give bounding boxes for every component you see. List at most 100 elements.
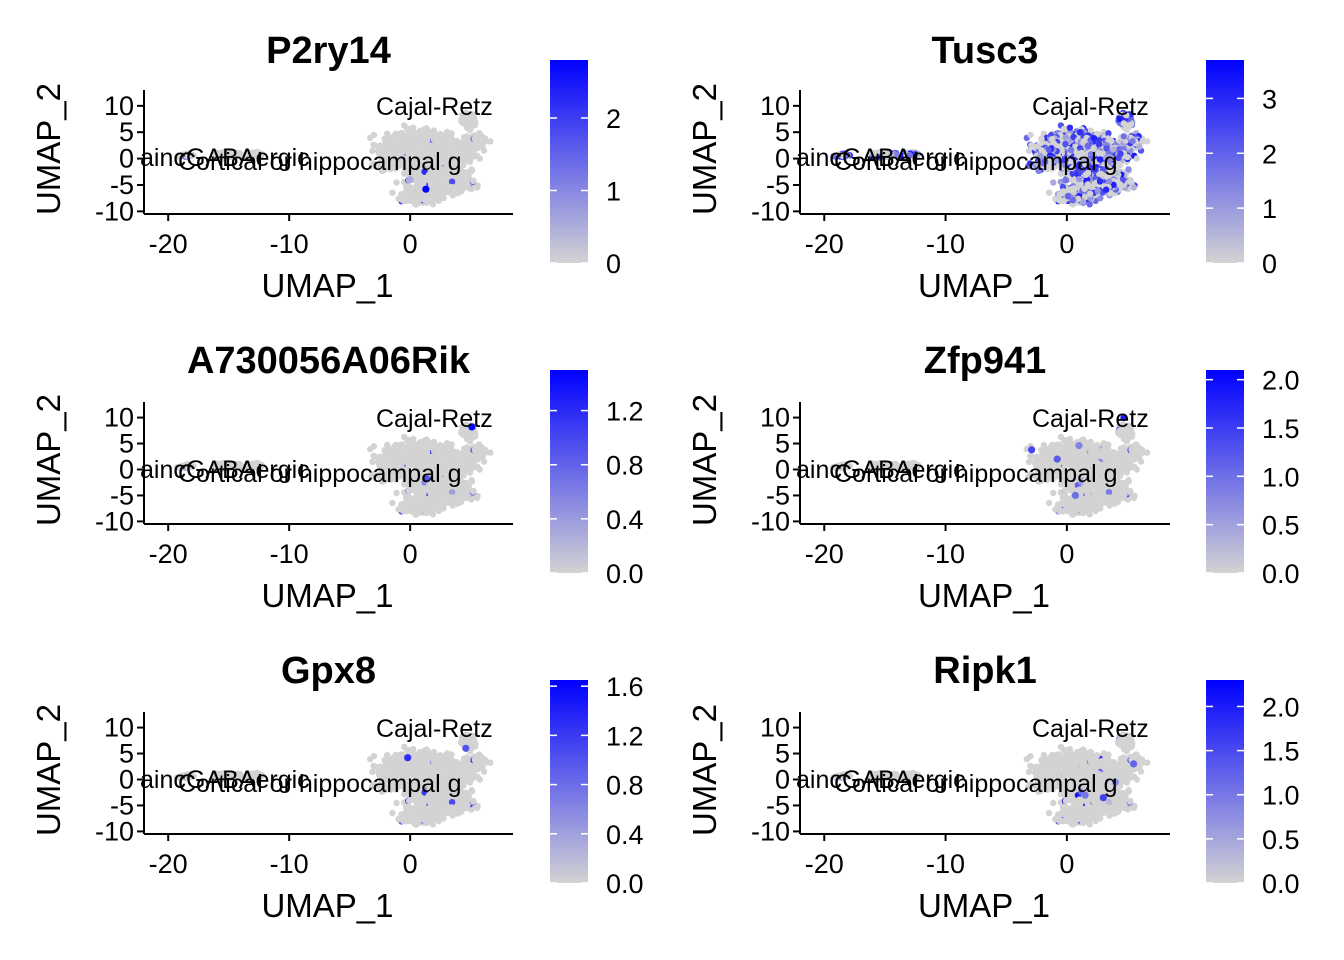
cell-point — [430, 190, 437, 197]
cell-point — [430, 127, 438, 134]
cell-point — [468, 166, 475, 173]
cell-point — [472, 137, 479, 145]
cell-point — [1120, 133, 1128, 140]
cell-point — [1133, 155, 1141, 162]
cell-point — [440, 156, 447, 163]
cell-point — [1103, 186, 1110, 193]
cell-point — [440, 178, 447, 185]
cell-point — [446, 145, 453, 152]
cell-point — [1096, 140, 1103, 148]
cell-point — [1062, 177, 1070, 184]
cell-point — [1060, 125, 1068, 133]
y-axis-title: UMAP_2 — [30, 83, 67, 215]
cell-points — [174, 109, 494, 208]
cell-point — [1050, 179, 1057, 186]
cell-point — [1086, 190, 1094, 197]
cell-point — [393, 179, 400, 186]
cell-point — [404, 125, 411, 133]
y-tick-label: -10 — [95, 196, 134, 226]
cell-point — [425, 171, 433, 178]
cell-point — [459, 116, 467, 123]
cell-point — [394, 156, 402, 164]
cell-point — [419, 175, 426, 183]
cell-point — [400, 191, 407, 198]
cell-point — [448, 178, 456, 185]
cell-point — [433, 135, 441, 142]
cell-point — [427, 181, 435, 188]
cell-point — [1136, 143, 1143, 150]
cell-point — [1045, 189, 1053, 196]
x-tick-label: 0 — [403, 229, 418, 259]
cell-point — [422, 198, 430, 205]
cell-point — [389, 189, 396, 196]
colorbar-tick-label: 0 — [606, 249, 621, 279]
cell-point — [487, 138, 494, 145]
cell-point — [1069, 197, 1077, 204]
cell-point — [377, 160, 384, 167]
x-tick-label: -20 — [805, 229, 844, 259]
cell-point — [1066, 124, 1074, 131]
cell-point — [389, 146, 396, 153]
cell-point — [1096, 178, 1104, 185]
cell-point — [390, 163, 397, 170]
cell-point — [446, 154, 453, 161]
cell-point — [419, 161, 426, 168]
colorbar-tick-label: 1 — [606, 177, 621, 207]
x-axis-title: UMAP_1 — [918, 267, 1050, 304]
cell-point — [453, 181, 460, 188]
panel-title: Tusc3 — [931, 30, 1038, 72]
cell-point — [1052, 195, 1059, 203]
cluster-label: Cortical or hippocampal g — [178, 148, 461, 176]
cell-point — [460, 161, 467, 168]
cell-point — [417, 150, 424, 157]
cell-point — [441, 170, 448, 178]
cell-point — [479, 143, 486, 150]
cell-point — [433, 144, 441, 152]
cell-point — [174, 153, 181, 160]
colorbar-tick-label: 2 — [606, 104, 621, 134]
x-tick-label: 0 — [1059, 229, 1074, 259]
cell-point — [405, 140, 412, 148]
colorbar-tick-label: 1 — [1262, 194, 1277, 224]
cell-point — [440, 194, 447, 202]
cell-point — [473, 184, 481, 191]
cell-point — [1081, 185, 1088, 192]
cell-point — [411, 146, 418, 154]
cluster-label: Cortical or hippocampal g — [834, 148, 1117, 176]
cell-point — [457, 169, 464, 177]
cell-point — [1126, 177, 1134, 185]
cell-point — [381, 147, 389, 154]
cell-point — [427, 142, 435, 150]
y-tick-label: -10 — [751, 196, 790, 226]
cell-point — [467, 153, 474, 161]
cell-point — [370, 160, 377, 167]
cell-point — [369, 147, 376, 154]
cell-point — [429, 164, 436, 171]
cell-point — [409, 186, 416, 193]
colorbar — [550, 60, 588, 263]
cell-point — [378, 142, 385, 150]
cell-point — [437, 187, 445, 195]
cell-point — [381, 135, 388, 142]
cell-point — [1027, 131, 1034, 139]
cell-point — [420, 129, 427, 136]
cell-point — [446, 186, 453, 193]
cell-point — [385, 158, 392, 165]
cell-point — [423, 157, 431, 164]
cell-point — [463, 133, 471, 140]
cell-point — [418, 195, 425, 202]
cell-point — [1056, 191, 1064, 198]
cell-point — [466, 112, 473, 119]
cell-point — [393, 139, 401, 147]
cell-point — [438, 150, 446, 157]
panel-title: P2ry14 — [266, 30, 391, 72]
cluster-label: Cajal-Retz — [1032, 93, 1149, 121]
cell-point — [1116, 181, 1124, 188]
cell-point — [435, 165, 442, 173]
cell-point — [412, 164, 419, 172]
cell-point — [423, 138, 431, 145]
cluster-label: Cajal-Retz — [376, 93, 493, 121]
